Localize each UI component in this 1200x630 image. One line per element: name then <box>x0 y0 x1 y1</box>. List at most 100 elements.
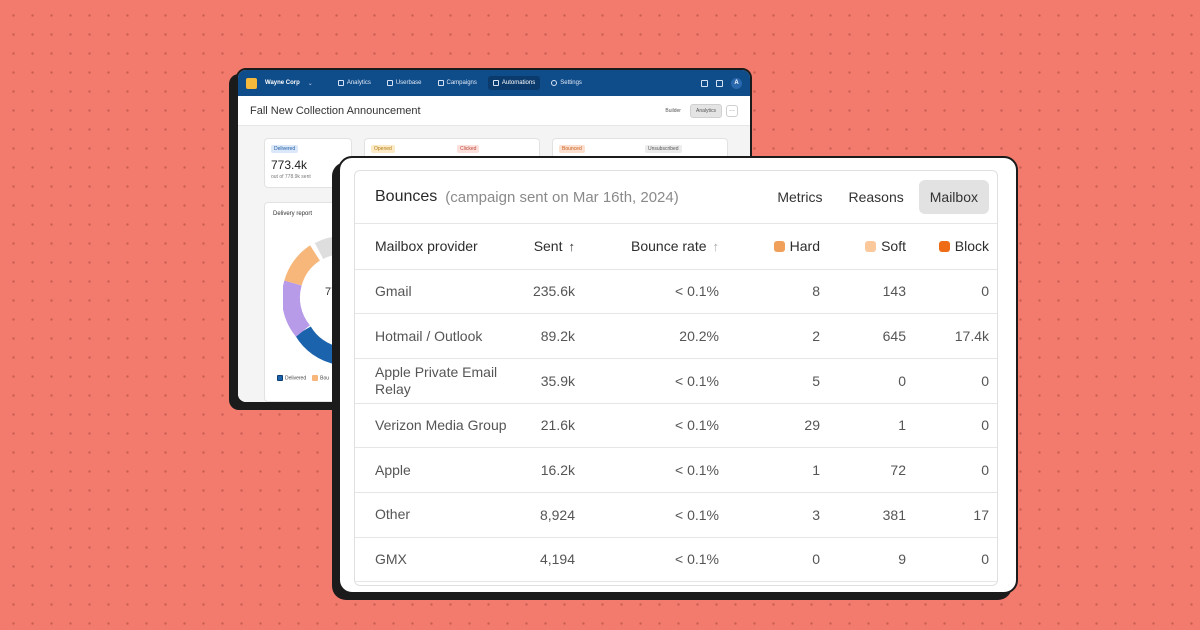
tab-metrics[interactable]: Metrics <box>777 189 823 205</box>
col-bounce-rate[interactable]: Bounce rate ↑ <box>575 224 720 270</box>
bounces-card-window: Bounces (campaign sent on Mar 16th, 2024… <box>338 156 1018 594</box>
legend-delivered-swatch <box>277 375 283 381</box>
col-label: Block <box>954 238 989 255</box>
cell-hard: 29 <box>719 403 820 449</box>
cell-soft: 1 <box>820 403 906 449</box>
delivery-report-title: Delivery report <box>273 211 313 217</box>
col-provider[interactable]: Mailbox provider <box>355 224 525 270</box>
nav-label: Userbase <box>395 80 422 86</box>
cell-sent: 89.2k <box>525 313 575 359</box>
table-row[interactable]: GMX 4,194 < 0.1% 0 9 0 <box>355 537 997 583</box>
automations-icon <box>492 80 499 86</box>
table-row[interactable]: Apple Private Email Relay 35.9k < 0.1% 5… <box>355 358 997 404</box>
cell-block: 17 <box>906 492 997 538</box>
page-title: Fall New Collection Announcement <box>250 104 421 117</box>
cell-block: 0 <box>906 447 997 493</box>
col-soft[interactable]: Soft <box>820 224 906 270</box>
cell-block: 0 <box>906 403 997 449</box>
builder-button[interactable]: Builder <box>665 107 681 114</box>
delivered-value: 773.4k <box>271 158 308 172</box>
cell-rate: < 0.1% <box>575 358 719 404</box>
avatar[interactable]: A <box>731 77 742 89</box>
nav-label: Analytics <box>346 80 371 86</box>
campaigns-icon <box>437 80 444 86</box>
brand-switch-icon[interactable]: ⌄ <box>307 80 313 87</box>
bounced-tag: Bounced <box>559 145 585 153</box>
mailbox-table: Mailbox provider Sent ↑ Bounce rate ↑ Hard… <box>355 224 997 583</box>
table-header-row: Mailbox provider Sent ↑ Bounce rate ↑ Hard… <box>355 224 997 270</box>
nav-label: Automations <box>501 80 536 86</box>
legend-bounced[interactable]: Bou <box>312 375 329 381</box>
table-row[interactable]: Apple 16.2k < 0.1% 1 72 0 <box>355 447 997 493</box>
bounces-subtitle: (campaign sent on Mar 16th, 2024) <box>445 188 679 206</box>
col-label: Soft <box>881 238 906 255</box>
hard-swatch-icon <box>773 241 785 253</box>
analytics-button[interactable]: Analytics <box>689 103 722 118</box>
cell-block: 0 <box>906 269 997 315</box>
nav-userbase[interactable]: Userbase <box>382 76 427 90</box>
cell-rate: 20.2% <box>575 313 719 359</box>
donut-segment-orange <box>284 245 321 286</box>
nav-campaigns[interactable]: Campaigns <box>433 76 482 90</box>
brand-name[interactable]: Wayne Corp <box>265 80 300 86</box>
sort-arrow-up-icon[interactable]: ↑ <box>568 239 576 255</box>
help-icon[interactable] <box>716 79 723 87</box>
cell-soft: 381 <box>820 492 906 538</box>
cell-hard: 0 <box>719 537 820 583</box>
nav-actions: A <box>701 77 742 89</box>
table-row[interactable]: Hotmail / Outlook 89.2k 20.2% 2 645 17.4… <box>355 313 997 359</box>
cell-hard: 3 <box>719 492 820 538</box>
donut-segment-purple <box>283 280 311 337</box>
sort-arrow-up-icon[interactable]: ↑ <box>712 239 720 255</box>
cell-soft: 0 <box>820 358 906 404</box>
view-switch: Builder Analytics ··· <box>660 103 738 118</box>
tab-reasons[interactable]: Reasons <box>848 189 904 205</box>
cell-soft: 9 <box>820 537 906 583</box>
cell-rate: < 0.1% <box>575 447 719 493</box>
cell-sent: 8,924 <box>525 492 575 538</box>
cell-soft: 72 <box>820 447 906 493</box>
nav-settings[interactable]: Settings <box>546 76 587 90</box>
cell-sent: 235.6k <box>525 269 575 315</box>
cell-rate: < 0.1% <box>575 269 719 315</box>
cell-soft: 143 <box>820 269 906 315</box>
legend-label: Bou <box>320 375 330 382</box>
delivered-card[interactable]: Delivered 773.4k out of 778.9k sent <box>264 138 352 188</box>
nav-analytics[interactable]: Analytics <box>333 76 376 90</box>
cell-sent: 4,194 <box>525 537 575 583</box>
col-hard[interactable]: Hard <box>719 224 820 270</box>
block-swatch-icon <box>938 241 950 253</box>
legend-delivered[interactable]: Delivered <box>277 375 306 381</box>
bounces-panel: Bounces (campaign sent on Mar 16th, 2024… <box>354 170 998 586</box>
docs-icon[interactable] <box>701 79 708 87</box>
cell-hard: 2 <box>719 313 820 359</box>
more-options-button[interactable]: ··· <box>726 104 738 117</box>
bounces-tabs: Metrics Reasons Mailbox <box>766 180 989 214</box>
legend-label: Delivered <box>285 375 307 382</box>
analytics-icon <box>337 80 344 86</box>
cell-rate: < 0.1% <box>575 492 719 538</box>
unsubscribed-tag: Unsubscribed <box>645 145 682 153</box>
cell-sent: 16.2k <box>525 447 575 493</box>
users-icon <box>386 80 393 86</box>
nav-label: Settings <box>560 80 582 86</box>
tab-mailbox[interactable]: Mailbox <box>918 180 989 214</box>
col-label: Mailbox provider <box>375 238 478 255</box>
cell-provider: Apple Private Email Relay <box>355 358 525 404</box>
bounces-title: Bounces <box>375 188 438 205</box>
cell-block: 0 <box>906 358 997 404</box>
soft-swatch-icon <box>865 241 877 253</box>
legend-bounced-swatch <box>312 375 319 381</box>
nav-automations[interactable]: Automations <box>487 76 541 90</box>
top-nav: Wayne Corp ⌄ Analytics Userbase Campaign… <box>238 70 750 96</box>
cell-sent: 35.9k <box>525 358 575 404</box>
cell-provider: Gmail <box>355 269 525 315</box>
col-block[interactable]: Block <box>906 224 997 270</box>
table-row[interactable]: Other 8,924 < 0.1% 3 381 17 <box>355 492 997 538</box>
brand-logo-icon <box>246 77 257 89</box>
cell-block: 0 <box>906 537 997 583</box>
col-sent[interactable]: Sent ↑ <box>525 224 576 270</box>
table-row[interactable]: Gmail 235.6k < 0.1% 8 143 0 <box>355 269 997 315</box>
cell-hard: 5 <box>719 358 820 404</box>
table-row[interactable]: Verizon Media Group 21.6k < 0.1% 29 1 0 <box>355 403 997 449</box>
